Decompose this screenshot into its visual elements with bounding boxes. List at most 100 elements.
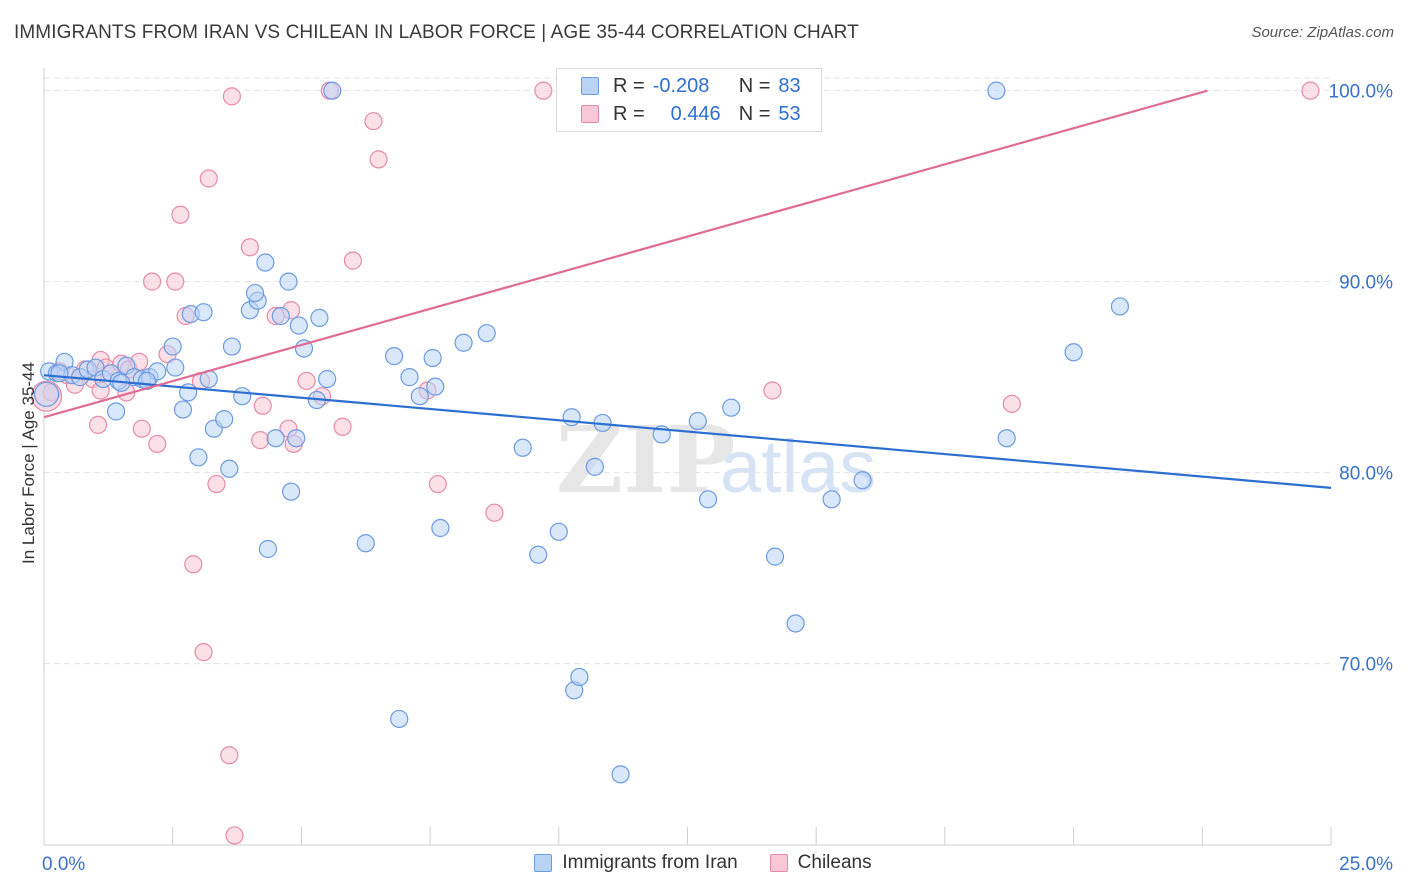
series-legend-iran[interactable]: Immigrants from Iran	[534, 852, 738, 874]
legend-n-label: N =	[738, 102, 771, 125]
y-axis-label: In Labor Force | Age 35-44	[19, 362, 38, 564]
series-legend: Immigrants from Iran Chileans	[0, 852, 1406, 874]
iran-point	[477, 324, 496, 343]
series-legend-label-chileans: Chileans	[797, 852, 872, 873]
iran-point	[786, 614, 805, 633]
y-tick-label: 100.0%	[1329, 82, 1394, 103]
iran-point	[173, 400, 193, 419]
iran-point	[390, 709, 409, 729]
iran-point	[585, 457, 604, 476]
y-tick-label: 70.0%	[1339, 655, 1393, 676]
chilean-trend-line	[43, 89, 1208, 419]
chilean-point	[534, 81, 553, 100]
source-label: Source: ZipAtlas.com	[1251, 24, 1394, 41]
iran-point	[384, 347, 404, 366]
iran-point	[222, 337, 242, 356]
chilean-point	[194, 643, 213, 662]
chilean-point	[1002, 394, 1021, 413]
iran-point	[1110, 297, 1130, 316]
iran-point	[529, 545, 548, 564]
legend-n-value: 83	[778, 74, 801, 97]
chilean-point	[220, 746, 239, 765]
chilean-point	[166, 272, 185, 291]
chilean-point	[369, 150, 388, 169]
iran-point	[287, 429, 306, 448]
chilean-point	[88, 415, 108, 434]
tick-labels: 70.0% 80.0% 90.0% 100.0% 0.0% 25.0%	[42, 82, 1393, 875]
iran-points	[33, 81, 1130, 784]
watermark-atlas: atlas	[720, 425, 876, 508]
chilean-point	[428, 474, 447, 494]
legend-swatch-iran	[581, 77, 599, 95]
legend-r-value: 0.446	[670, 102, 721, 125]
series-legend-chileans[interactable]: Chileans	[769, 852, 872, 874]
iran-point	[987, 81, 1006, 100]
iran-point	[279, 272, 298, 291]
iran-point	[853, 471, 872, 490]
y-tick-label: 80.0%	[1339, 464, 1393, 485]
iran-point	[997, 429, 1016, 448]
legend-swatch-chileans	[581, 105, 599, 123]
iran-point	[310, 308, 329, 328]
iran-point	[562, 408, 581, 427]
iran-point	[356, 534, 375, 553]
chilean-point	[207, 474, 226, 494]
iran-point	[289, 316, 308, 335]
iran-point	[233, 387, 252, 406]
axes	[43, 68, 1332, 846]
chilean-point	[251, 431, 270, 450]
chilean-point	[333, 417, 352, 436]
iran-point	[1064, 343, 1083, 362]
x-tick-label: 0.0%	[42, 854, 85, 875]
series-legend-swatch-iran	[534, 854, 553, 872]
iran-point	[215, 410, 234, 429]
chilean-point	[485, 503, 504, 522]
iran-point	[570, 667, 589, 687]
iran-point	[282, 482, 301, 501]
iran-point	[220, 459, 239, 478]
iran-point	[431, 518, 450, 538]
iran-point	[166, 358, 185, 377]
correlation-legend: R = -0.208 N = 83 R = 0.446 N = 53	[556, 68, 822, 132]
series-legend-swatch-chileans	[769, 854, 788, 872]
iran-trend-line	[43, 374, 1332, 489]
legend-row-iran: R = -0.208 N = 83	[581, 73, 801, 99]
iran-point	[266, 429, 285, 448]
chilean-point	[199, 169, 218, 188]
iran-point	[245, 283, 265, 303]
iran-point	[722, 398, 741, 417]
series-legend-label-iran: Immigrants from Iran	[562, 852, 738, 873]
grid-lines	[44, 77, 1331, 665]
chilean-point	[184, 555, 203, 574]
chilean-point	[148, 434, 167, 454]
y-tick-label: 90.0%	[1339, 273, 1393, 294]
iran-point	[189, 448, 208, 467]
legend-n-value: 53	[778, 102, 801, 125]
chilean-point	[171, 205, 190, 224]
iran-point	[271, 306, 290, 326]
iran-point	[423, 348, 442, 368]
iran-point	[256, 253, 275, 272]
iran-point	[549, 522, 568, 541]
chilean-point	[763, 381, 782, 400]
trend-lines	[43, 89, 1332, 489]
legend-r-label: R =	[613, 74, 645, 97]
chilean-point	[253, 396, 272, 415]
legend-r-label: R =	[613, 102, 645, 125]
iran-point	[258, 539, 278, 559]
chilean-point	[343, 251, 362, 270]
iran-point	[698, 490, 718, 509]
iran-point	[163, 337, 182, 356]
iran-point	[822, 490, 841, 509]
chilean-point	[225, 826, 244, 845]
iran-point	[106, 402, 126, 421]
iran-point	[33, 381, 60, 407]
chilean-point	[240, 238, 260, 257]
iran-point	[611, 765, 630, 784]
legend-row-chileans: R = 0.446 N = 53	[581, 101, 801, 127]
iran-point	[454, 333, 473, 352]
chilean-point	[364, 112, 383, 131]
chilean-point	[132, 419, 151, 438]
iran-point	[410, 387, 429, 406]
